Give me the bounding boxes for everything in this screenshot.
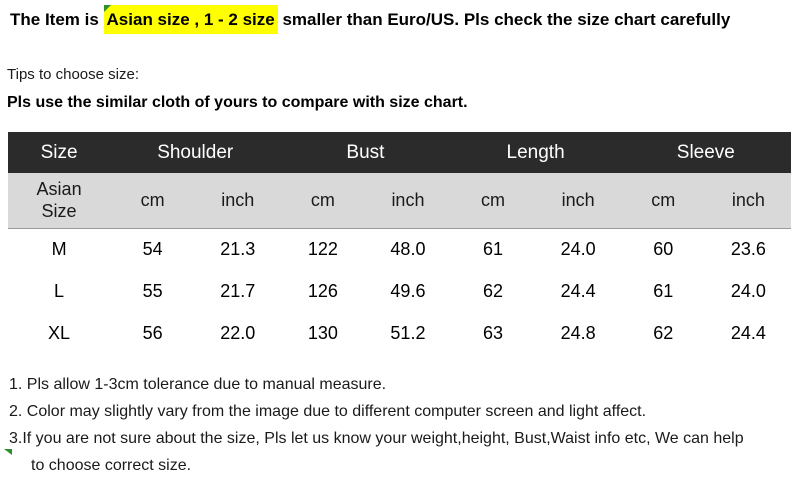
- unit-cm-label: cm: [280, 173, 366, 229]
- note-1: 1. Pls allow 1-3cm tolerance due to manu…: [9, 376, 387, 393]
- unit-cm-label: cm: [110, 173, 196, 229]
- row-label-header: Asian Size: [8, 173, 111, 229]
- header-sleeve: Sleeve: [676, 141, 735, 163]
- value-cell: 24.0: [730, 280, 766, 301]
- table-row: L 55 21.7 126 49.6 62 24.4 61 24.0: [8, 270, 791, 312]
- unit-inch-label: inch: [535, 173, 621, 229]
- size-cell: L: [54, 280, 65, 301]
- table-units-row: Asian Size cm inch cm inch cm inch cm in…: [8, 173, 791, 229]
- value-cell: 60: [653, 238, 674, 259]
- value-cell: 22.0: [220, 322, 256, 343]
- value-cell: 23.6: [730, 238, 766, 259]
- header-length: Length: [506, 141, 565, 163]
- value-cell: 24.4: [730, 322, 766, 343]
- value-cell: 51.2: [390, 322, 426, 343]
- value-cell: 62: [483, 280, 504, 301]
- value-cell: 24.4: [560, 280, 596, 301]
- size-cell: M: [51, 238, 67, 259]
- unit-cm-label: cm: [620, 173, 706, 229]
- banner-highlight-text: Asian size , 1 - 2 size: [106, 10, 275, 29]
- value-cell: 56: [142, 322, 163, 343]
- banner-prefix: The Item is: [10, 10, 104, 29]
- note-2: 2. Color may slightly vary from the imag…: [9, 403, 647, 420]
- value-cell: 61: [653, 280, 674, 301]
- comment-marker-icon: [4, 449, 12, 455]
- value-cell: 63: [483, 322, 504, 343]
- value-cell: 49.6: [390, 280, 426, 301]
- table-header-row: Size Shoulder Bust Length Sleeve: [8, 132, 791, 173]
- table-row: M 54 21.3 122 48.0 61 24.0 60 23.6: [8, 228, 791, 270]
- unit-cm-label: cm: [450, 173, 536, 229]
- banner-highlight: Asian size , 1 - 2 size: [103, 5, 278, 34]
- unit-inch-label: inch: [195, 173, 281, 229]
- value-cell: 55: [142, 280, 163, 301]
- table-row: XL 56 22.0 130 51.2 63 24.8 62 24.4: [8, 312, 791, 354]
- header-shoulder: Shoulder: [157, 141, 234, 163]
- comment-marker-icon: [103, 5, 111, 12]
- value-cell: 126: [307, 280, 338, 301]
- notes: 1. Pls allow 1-3cm tolerance due to manu…: [9, 371, 744, 479]
- unit-inch-label: inch: [365, 173, 451, 229]
- size-cell: XL: [48, 322, 71, 343]
- header-bust: Bust: [346, 141, 385, 163]
- unit-inch-label: inch: [705, 173, 791, 229]
- value-cell: 24.0: [560, 238, 596, 259]
- value-cell: 62: [653, 322, 674, 343]
- tips-heading: Tips to choose size:: [7, 66, 140, 83]
- value-cell: 130: [307, 322, 338, 343]
- value-cell: 21.3: [220, 238, 256, 259]
- banner-suffix: smaller than Euro/US. Pls check the size…: [277, 10, 731, 29]
- value-cell: 48.0: [390, 238, 426, 259]
- note-3: 3.If you are not sure about the size, Pl…: [9, 430, 744, 447]
- banner: The Item is Asian size , 1 - 2 size smal…: [10, 5, 730, 34]
- value-cell: 21.7: [220, 280, 256, 301]
- value-cell: 24.8: [560, 322, 596, 343]
- note-3-continued: to choose correct size.: [31, 457, 192, 474]
- size-table: Size Shoulder Bust Length Sleeve Asian S…: [8, 132, 791, 354]
- tips-subheading: Pls use the similar cloth of yours to co…: [7, 94, 468, 111]
- header-size: Size: [40, 141, 78, 163]
- value-cell: 61: [483, 238, 504, 259]
- value-cell: 122: [307, 238, 338, 259]
- value-cell: 54: [142, 238, 163, 259]
